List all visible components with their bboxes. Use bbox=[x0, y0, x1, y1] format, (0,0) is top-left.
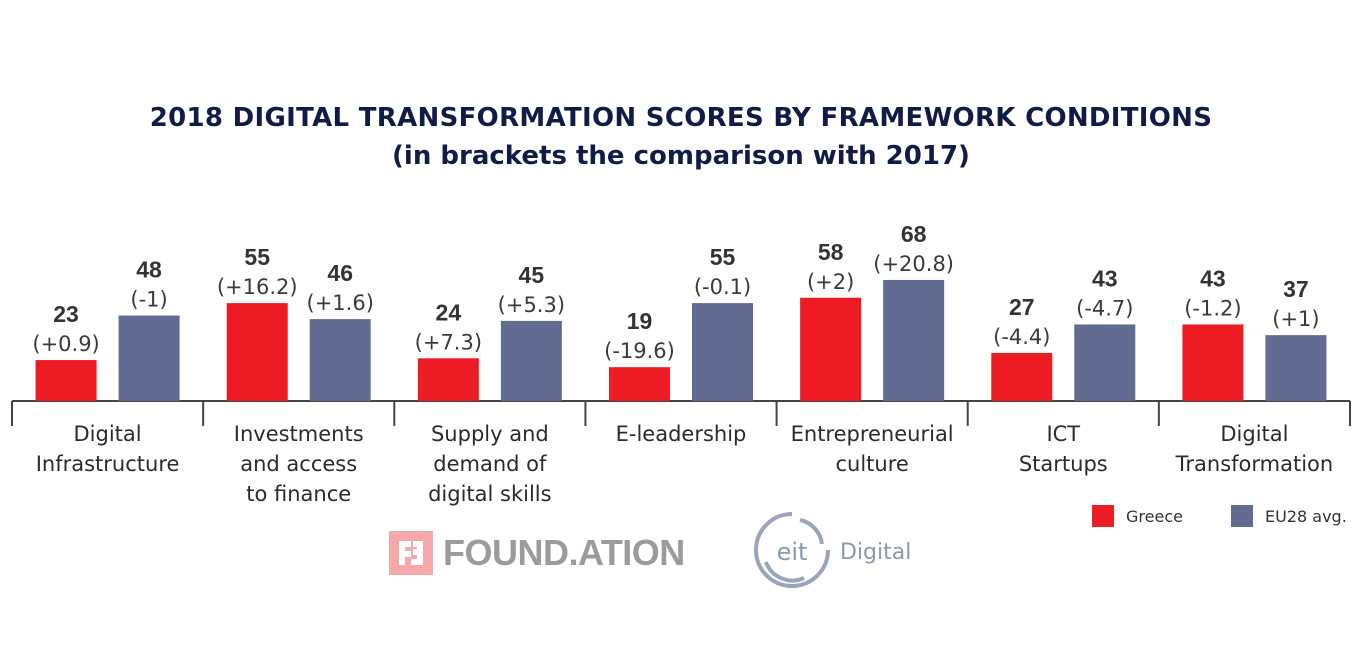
change-label-greece: (+0.9) bbox=[32, 332, 99, 356]
foundation-logo-icon bbox=[389, 531, 433, 575]
bar-greece bbox=[609, 367, 670, 401]
category-label: to finance bbox=[246, 482, 351, 506]
bar-eu bbox=[500, 320, 562, 401]
legend-swatch-eu bbox=[1231, 505, 1253, 527]
value-label-eu: 43 bbox=[1092, 265, 1118, 291]
legend-swatch-greece bbox=[1092, 505, 1114, 527]
legend-item-eu: EU28 avg. bbox=[1231, 505, 1347, 527]
category-label: E-leadership bbox=[616, 422, 747, 446]
value-label-greece: 58 bbox=[818, 239, 844, 265]
value-label-eu: 46 bbox=[327, 260, 353, 286]
legend-label-greece: Greece bbox=[1126, 506, 1183, 526]
category-label: digital skills bbox=[428, 482, 552, 506]
change-label-eu: (+5.3) bbox=[498, 293, 565, 317]
legend-label-eu: EU28 avg. bbox=[1265, 506, 1347, 526]
bar-eu bbox=[118, 315, 180, 401]
eit-logo-mark: eit bbox=[777, 538, 808, 566]
legend-item-greece: Greece bbox=[1092, 505, 1183, 527]
value-label-eu: 55 bbox=[710, 244, 736, 270]
value-label-greece: 24 bbox=[436, 299, 462, 325]
chart-subtitle: (in brackets the comparison with 2017) bbox=[392, 141, 970, 171]
bar-greece bbox=[800, 297, 862, 401]
foundation-logo: FOUND.ATION bbox=[389, 531, 685, 575]
change-label-eu: (+1.6) bbox=[307, 291, 374, 315]
bar-eu bbox=[309, 319, 371, 401]
bar-greece bbox=[417, 358, 479, 401]
value-label-greece: 27 bbox=[1009, 294, 1035, 320]
value-label-greece: 19 bbox=[627, 308, 653, 334]
category-label: culture bbox=[835, 452, 908, 476]
bar-greece bbox=[226, 303, 288, 401]
category-label: Startups bbox=[1019, 452, 1108, 476]
category-label: Digital bbox=[1220, 422, 1288, 446]
category-label: Digital bbox=[74, 422, 142, 446]
category-label: Transformation bbox=[1175, 452, 1334, 476]
change-label-greece: (-1.2) bbox=[1184, 296, 1241, 320]
category-label: ICT bbox=[1046, 422, 1080, 446]
eit-ring-icon bbox=[754, 512, 830, 588]
category-label: Entrepreneurial bbox=[791, 422, 954, 446]
bar-greece bbox=[991, 352, 1053, 401]
value-label-eu: 45 bbox=[519, 262, 545, 288]
eit-digital-logo: eit Digital bbox=[752, 510, 932, 594]
change-label-eu: (+1) bbox=[1272, 307, 1319, 331]
change-label-eu: (-4.7) bbox=[1076, 296, 1133, 320]
bar-eu bbox=[1265, 335, 1327, 401]
change-label-greece: (-4.4) bbox=[993, 325, 1050, 349]
change-label-greece: (+7.3) bbox=[415, 330, 482, 354]
change-label-greece: (+2) bbox=[807, 270, 854, 294]
bar-eu bbox=[883, 279, 945, 401]
category-label: and access bbox=[240, 452, 357, 476]
value-label-eu: 37 bbox=[1283, 276, 1309, 302]
bar-eu bbox=[692, 303, 753, 401]
category-label: Supply and bbox=[431, 422, 549, 446]
change-label-eu: (-1) bbox=[130, 288, 167, 312]
value-label-greece: 43 bbox=[1200, 265, 1226, 291]
category-label: Infrastructure bbox=[36, 452, 180, 476]
value-label-greece: 23 bbox=[53, 301, 79, 327]
change-label-eu: (-0.1) bbox=[694, 275, 751, 299]
chart-title: 2018 DIGITAL TRANSFORMATION SCORES BY FR… bbox=[149, 103, 1213, 133]
eit-logo-text: Digital bbox=[840, 540, 911, 565]
foundation-logo-text: FOUND.ATION bbox=[443, 532, 685, 573]
bar-greece bbox=[1182, 324, 1244, 401]
bar-eu bbox=[1074, 324, 1136, 401]
value-label-eu: 68 bbox=[901, 221, 927, 247]
change-label-eu: (+20.8) bbox=[873, 252, 954, 276]
change-label-greece: (+16.2) bbox=[217, 275, 298, 299]
category-label: demand of bbox=[433, 452, 547, 476]
category-label: Investments bbox=[234, 422, 364, 446]
value-label-greece: 55 bbox=[244, 244, 270, 270]
value-label-eu: 48 bbox=[136, 257, 162, 283]
bar-greece bbox=[35, 360, 97, 401]
change-label-greece: (-19.6) bbox=[604, 339, 675, 363]
